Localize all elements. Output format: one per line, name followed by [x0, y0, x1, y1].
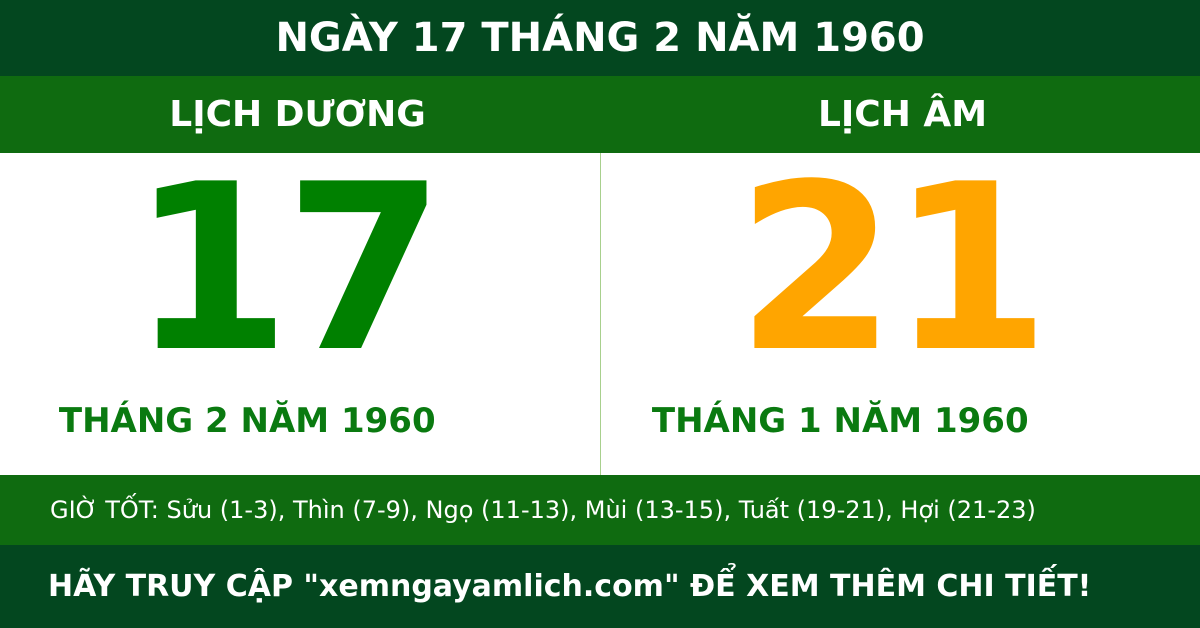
- solar-heading: LỊCH DƯƠNG: [169, 94, 426, 135]
- calendar-headers: LỊCH DƯƠNG LỊCH ÂM: [0, 76, 1200, 153]
- good-hours: GIỜ TỐT: Sửu (1-3), Thìn (7-9), Ngọ (11-…: [0, 475, 1200, 545]
- page-title: NGÀY 17 THÁNG 2 NĂM 1960: [0, 0, 1200, 76]
- lunar-month-year: THÁNG 1 NĂM 1960: [651, 401, 1029, 441]
- solar-column: 17 THÁNG 2 NĂM 1960: [0, 153, 601, 475]
- lunar-heading: LỊCH ÂM: [817, 94, 988, 135]
- lunar-day: 21: [736, 136, 1050, 403]
- lunar-column: 21 THÁNG 1 NĂM 1960: [601, 153, 1200, 475]
- footer-cta: HÃY TRUY CẬP "xemngayamlich.com" ĐỂ XEM …: [0, 545, 1200, 628]
- solar-day: 17: [130, 136, 445, 403]
- solar-month-year: THÁNG 2 NĂM 1960: [58, 401, 436, 441]
- calendar-body: 17 THÁNG 2 NĂM 1960 21 THÁNG 1 NĂM 1960: [0, 153, 1200, 475]
